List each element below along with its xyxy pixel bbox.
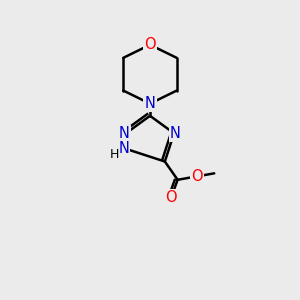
Text: O: O: [165, 190, 177, 206]
Text: H: H: [110, 148, 119, 161]
Text: N: N: [145, 96, 155, 111]
Text: O: O: [144, 37, 156, 52]
Text: O: O: [191, 169, 203, 184]
Text: N: N: [119, 126, 130, 141]
Text: N: N: [118, 141, 129, 156]
Text: N: N: [170, 126, 181, 141]
